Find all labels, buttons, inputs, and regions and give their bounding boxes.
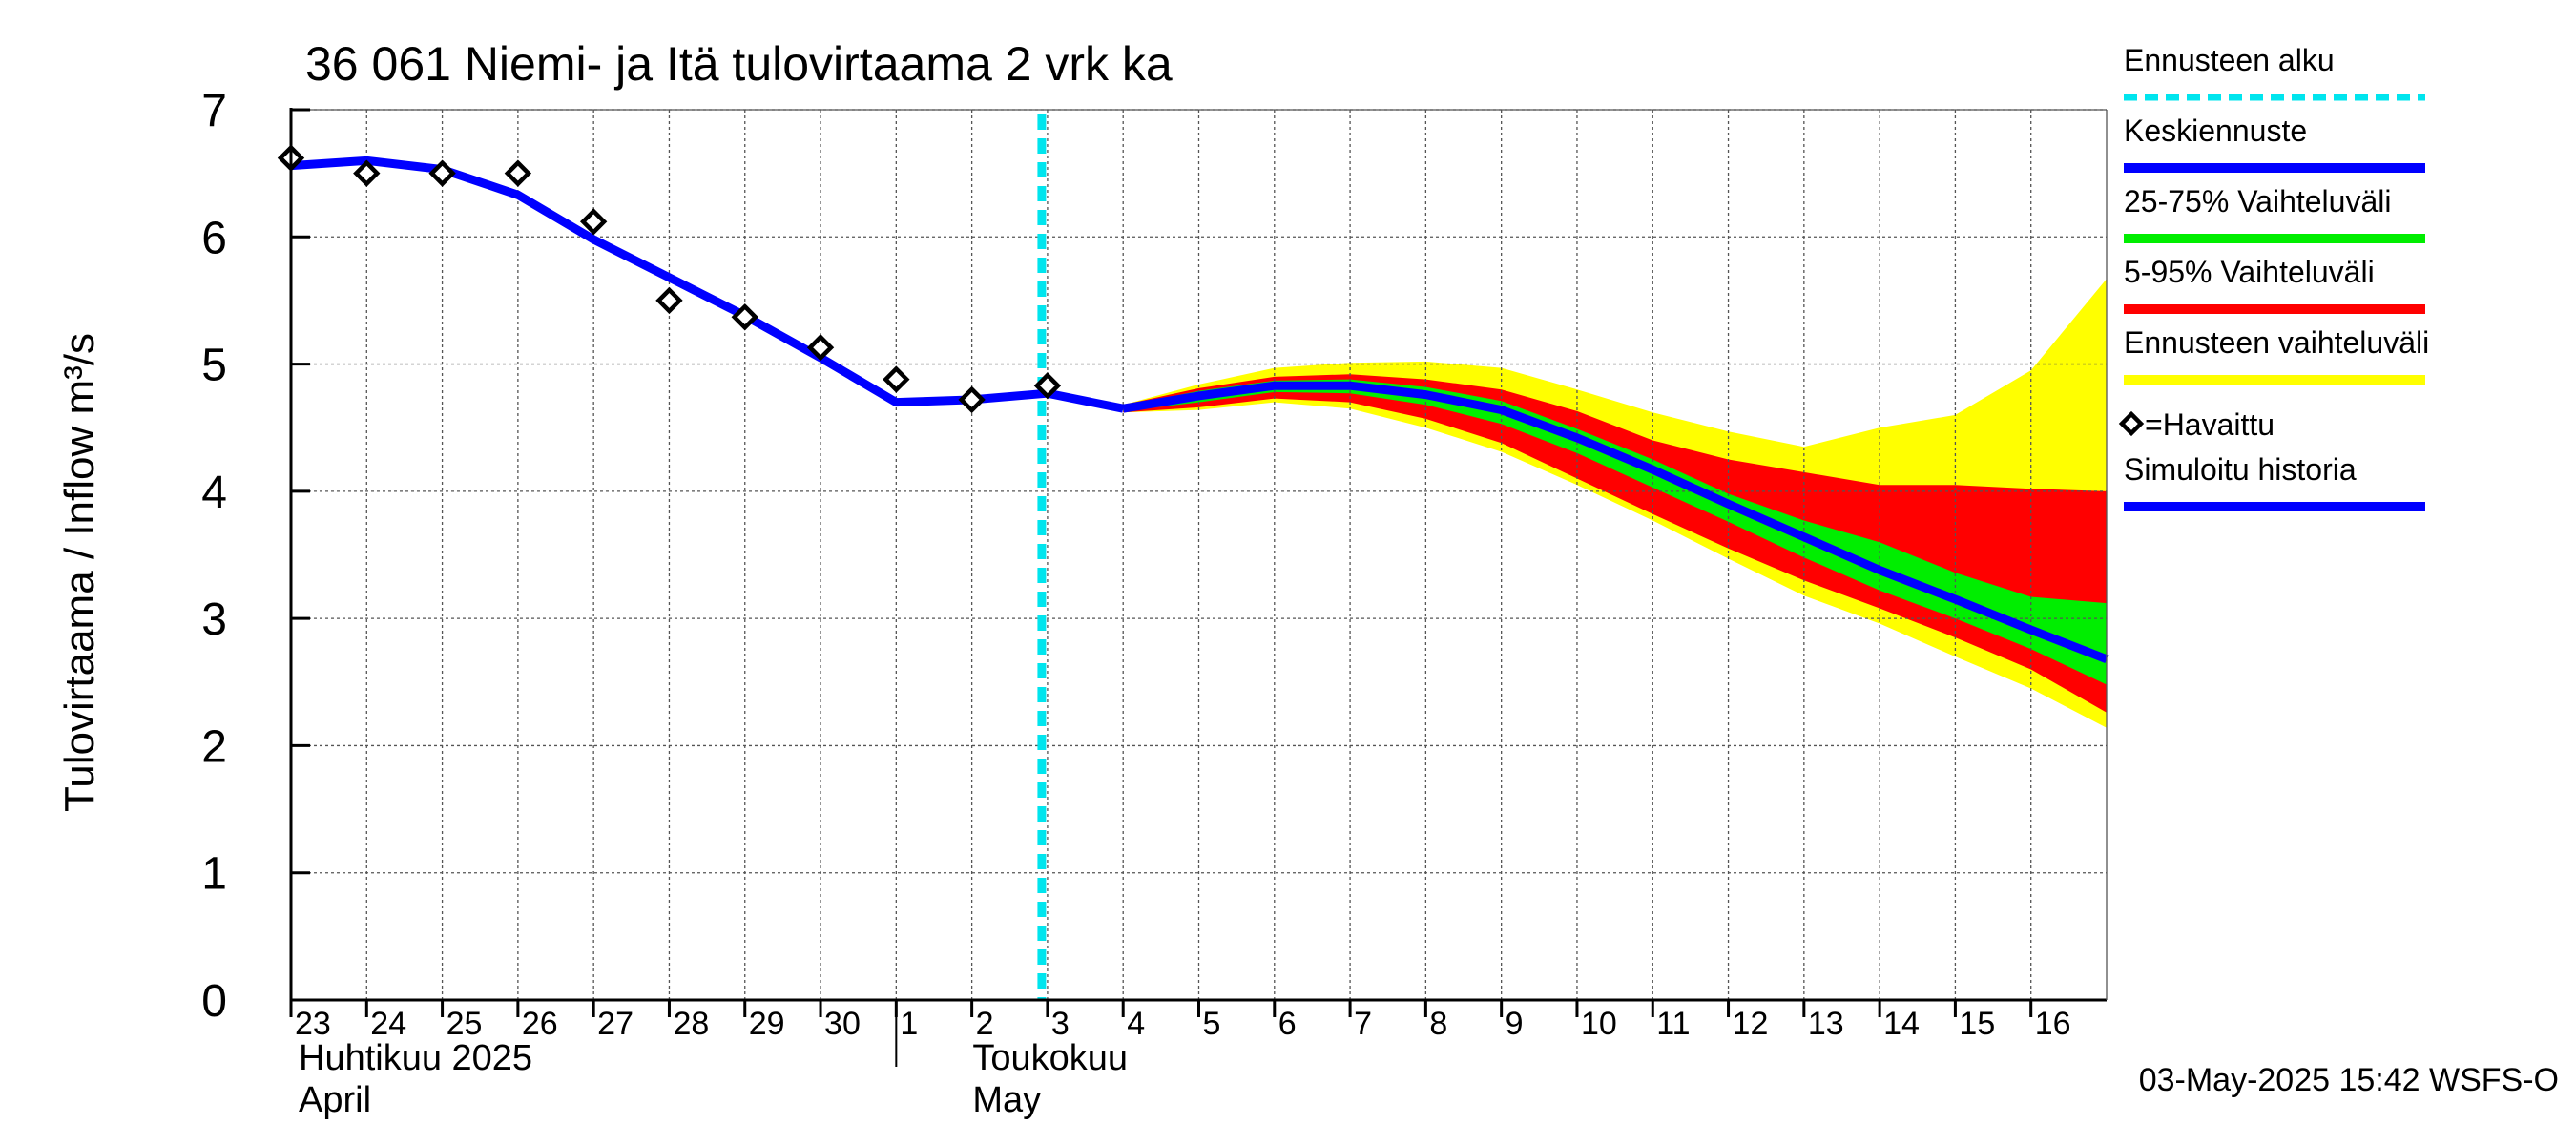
simulated-history-line (290, 156, 1125, 413)
x-tick-label: 24 (370, 1006, 406, 1042)
x-tick-label: 6 (1278, 1006, 1297, 1042)
observed-point (353, 159, 381, 187)
legend-label: 5-95% Vaihteluväli (2124, 255, 2375, 289)
x-tick-label: 28 (673, 1006, 709, 1042)
y-tick-label: 1 (201, 849, 227, 900)
y-tick-label: 3 (201, 594, 227, 645)
series-lines (290, 156, 2109, 663)
x-tick-label: 26 (522, 1006, 558, 1042)
x-tick-label: 2 (976, 1006, 994, 1042)
x-tick-label: 3 (1051, 1006, 1070, 1042)
x-tick-label: 12 (1733, 1006, 1769, 1042)
y-tick-label: 6 (201, 213, 227, 263)
month-label-line1: Huhtikuu 2025 (299, 1038, 532, 1078)
x-tick-label: 11 (1656, 1006, 1690, 1042)
observed-point (806, 334, 835, 362)
observed-point (504, 159, 532, 187)
legend-label: Simuloitu historia (2124, 452, 2357, 487)
observed-point (579, 208, 608, 236)
band-5-95 (1123, 374, 2107, 713)
y-tick-label: 2 (201, 721, 227, 772)
chart-title: 36 061 Niemi- ja Itä tulovirtaama 2 vrk … (305, 37, 1173, 91)
observed-point (655, 286, 683, 315)
x-tick-label: 15 (1959, 1006, 1995, 1042)
x-tick-label: 30 (824, 1006, 861, 1042)
legend-diamond-symbol (2118, 410, 2145, 437)
legend-label: 25-75% Vaihteluväli (2124, 184, 2391, 219)
y-tick-label: 7 (201, 86, 227, 136)
observed-point (428, 159, 456, 187)
legend-label: Ennusteen vaihteluväli (2124, 325, 2429, 360)
x-tick-label: 14 (1883, 1006, 1920, 1042)
x-tick-label: 27 (597, 1006, 634, 1042)
x-tick-label: 1 (900, 1006, 918, 1042)
median-forecast-line (1122, 381, 2109, 663)
x-tick-label: 7 (1354, 1006, 1372, 1042)
month-label-line2: May (972, 1080, 1041, 1120)
observed-point (731, 303, 758, 331)
legend-label: Ennusteen alku (2124, 43, 2335, 77)
timestamp: 03-May-2025 15:42 WSFS-O (2139, 1062, 2559, 1098)
y-tick-label: 5 (201, 341, 227, 391)
legend-label: Keskiennuste (2124, 114, 2307, 148)
observed-point (883, 365, 910, 393)
month-label-line2: April (299, 1080, 371, 1120)
x-tick-label: 4 (1127, 1006, 1145, 1042)
x-tick-label: 13 (1808, 1006, 1844, 1042)
x-tick-label: 8 (1429, 1006, 1447, 1042)
month-label-line1: Toukokuu (972, 1038, 1128, 1078)
x-tick-label: 10 (1581, 1006, 1617, 1042)
legend-label: =Havaittu (2145, 407, 2275, 442)
x-tick-label: 23 (295, 1006, 331, 1042)
x-tick-label: 16 (2035, 1006, 2071, 1042)
x-tick-label: 25 (447, 1006, 483, 1042)
observed-point (1033, 372, 1062, 400)
y-tick-label: 0 (201, 976, 227, 1027)
y-axis-label: Tulovirtaama / Inflow m³/s (56, 333, 103, 812)
x-tick-label: 9 (1506, 1006, 1524, 1042)
x-tick-label: 5 (1203, 1006, 1221, 1042)
observed-point (958, 385, 986, 414)
x-tick-label: 29 (749, 1006, 785, 1042)
legend: Ennusteen alku Keskiennuste 25-75% Vaihtel… (2118, 43, 2429, 511)
y-tick-label: 4 (201, 468, 227, 518)
